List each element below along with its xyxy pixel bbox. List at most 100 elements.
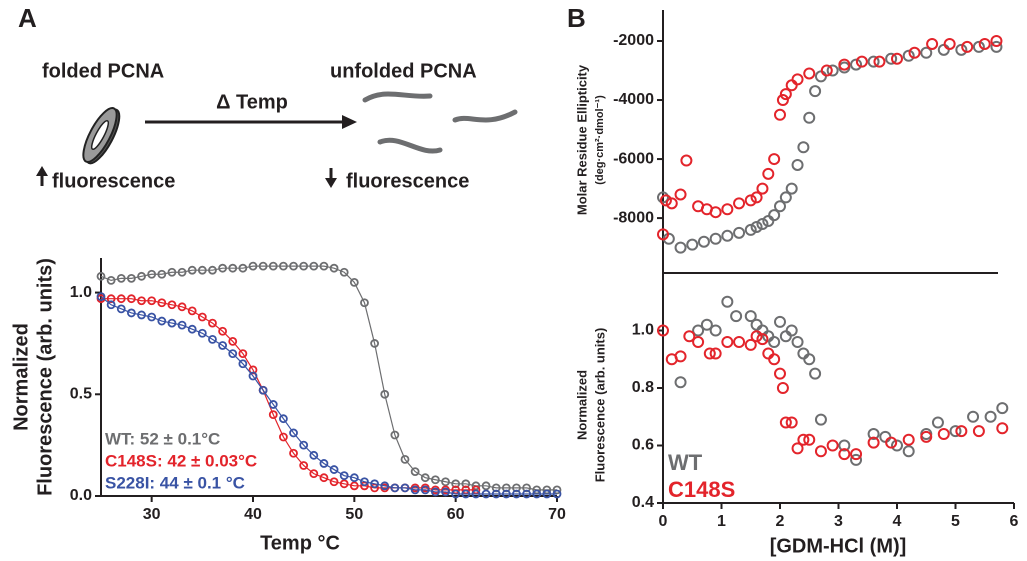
data-point — [908, 46, 921, 59]
data-point — [809, 85, 822, 98]
data-point — [197, 265, 207, 275]
y-tick-label: 1.0 — [70, 284, 92, 301]
y-axis-label: (deg·cm²·dmol⁻¹) — [594, 95, 606, 185]
data-point — [309, 261, 319, 271]
x-axis-label: [GDM-HCl (M)] — [770, 535, 907, 557]
data-point — [756, 218, 769, 231]
data-point — [187, 265, 197, 275]
data-point — [657, 191, 669, 204]
unfolded-strands — [362, 91, 518, 154]
panel-label: A — [18, 3, 37, 33]
data-point — [542, 489, 552, 499]
y-axis-label: Fluorescence (arb. units) — [592, 328, 607, 483]
data-point — [902, 445, 915, 458]
data-point — [126, 273, 136, 283]
data-point — [762, 167, 775, 180]
data-point — [779, 330, 792, 343]
data-point — [891, 52, 903, 65]
data-point — [665, 197, 678, 210]
data-point — [785, 182, 798, 195]
data-point — [709, 206, 722, 219]
data-point — [943, 37, 956, 50]
x-tick-label: 3 — [834, 513, 843, 530]
data-point — [390, 430, 400, 440]
data-point — [116, 273, 126, 283]
data-point — [984, 410, 997, 423]
data-point — [697, 235, 710, 248]
data-point — [791, 442, 804, 455]
x-tick-label: 40 — [244, 506, 262, 523]
series-line — [100, 296, 557, 495]
x-tick-label: 6 — [1010, 513, 1019, 530]
data-point — [96, 271, 106, 281]
data-point — [208, 334, 217, 344]
data-point — [319, 459, 329, 468]
data-point — [920, 430, 933, 443]
x-tick-label: 50 — [345, 506, 363, 523]
data-point — [248, 261, 258, 271]
y-tick-label: 0.6 — [632, 437, 654, 454]
data-point — [709, 232, 722, 245]
data-point — [692, 324, 705, 337]
y-tick-label: 0.4 — [632, 494, 654, 511]
data-point — [785, 416, 798, 429]
data-point — [756, 333, 769, 346]
data-point — [937, 428, 950, 440]
data-point — [522, 489, 531, 499]
data-point — [278, 261, 288, 271]
data-point — [441, 487, 450, 497]
data-point — [218, 341, 228, 350]
data-point — [838, 439, 851, 452]
data-point — [955, 43, 968, 56]
x-axis-label: Temp °C — [260, 532, 340, 554]
data-point — [390, 483, 400, 493]
legend-entry: C148S — [668, 477, 735, 502]
data-point — [937, 43, 950, 56]
data-point — [961, 40, 974, 53]
data-point — [380, 389, 390, 399]
data-point — [116, 294, 126, 304]
data-point — [814, 445, 827, 458]
folded-label: folded PCNA — [42, 60, 164, 82]
data-point — [208, 265, 217, 275]
data-point — [826, 439, 839, 452]
arrow-label: Δ Temp — [216, 91, 288, 113]
data-point — [96, 292, 106, 302]
data-point — [339, 479, 349, 489]
data-point — [137, 271, 146, 281]
x-tick-label: 60 — [447, 506, 465, 523]
data-point — [410, 485, 420, 495]
data-point — [700, 318, 713, 331]
data-point — [750, 318, 763, 331]
data-point — [451, 489, 461, 499]
data-point — [228, 263, 238, 273]
data-point — [750, 220, 763, 233]
data-point — [258, 261, 268, 271]
data-point — [785, 79, 798, 92]
data-point — [920, 46, 933, 59]
data-point — [850, 453, 863, 466]
data-point — [187, 324, 197, 334]
data-point — [441, 477, 450, 487]
data-point — [721, 229, 734, 242]
data-point — [106, 275, 116, 285]
data-point — [238, 263, 248, 273]
data-point — [532, 489, 542, 499]
y-tick-label: 0.0 — [70, 487, 92, 504]
down-arrow — [325, 168, 337, 188]
y-axis-label: Normalized — [10, 323, 32, 431]
data-point — [137, 310, 146, 320]
data-point — [803, 67, 816, 80]
data-point — [461, 489, 471, 499]
data-point — [339, 471, 349, 481]
y-tick-label: 0.5 — [70, 386, 92, 403]
series-line — [100, 265, 557, 491]
data-point — [850, 58, 863, 71]
data-point — [491, 489, 501, 499]
y-tick-label: -2000 — [613, 32, 654, 49]
data-point — [744, 194, 757, 207]
data-point — [157, 298, 167, 308]
data-point — [430, 487, 440, 497]
x-tick-label: 0 — [659, 513, 668, 530]
